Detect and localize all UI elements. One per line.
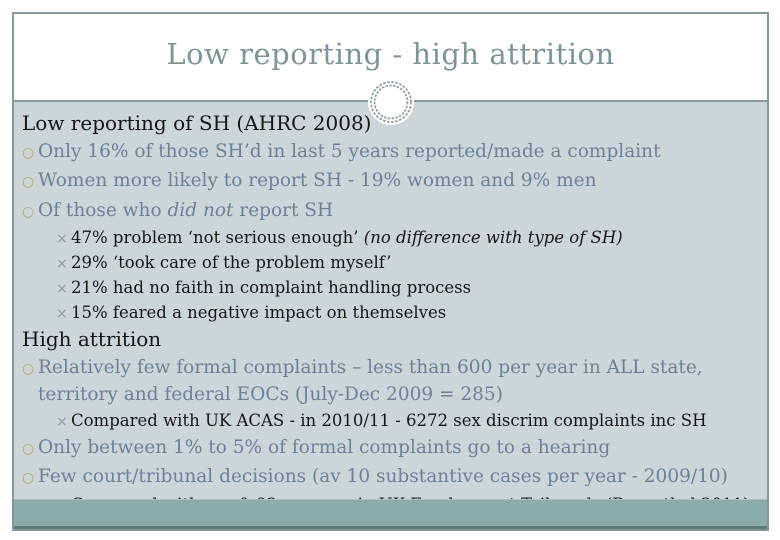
cross-bullet-icon: × xyxy=(56,494,71,500)
heading-low-reporting: Low reporting of SH (AHRC 2008) xyxy=(22,110,755,138)
sub-bullet-item: × 21% had no faith in complaint handling… xyxy=(22,276,755,301)
slide: Low reporting - high attrition Low repor… xyxy=(12,12,769,531)
slide-title: Low reporting - high attrition xyxy=(166,37,615,71)
bullet-item: ○ Women more likely to report SH - 19% w… xyxy=(22,167,755,197)
sub-bullet-text: 47% problem ‘not serious enough’ (no dif… xyxy=(71,226,623,250)
bullet-text: Only 16% of those SH’d in last 5 years r… xyxy=(38,140,661,162)
circle-bullet-icon: ○ xyxy=(22,144,35,161)
heading-text: Low reporting of SH (AHRC 2008) xyxy=(22,111,372,135)
bullet-item: ○ Few court/tribunal decisions (av 10 su… xyxy=(22,463,755,493)
bullet-text: Only between 1% to 5% of formal complain… xyxy=(38,436,611,458)
cross-bullet-icon: × xyxy=(56,413,68,430)
sub-bullet-item: × 15% feared a negative impact on themse… xyxy=(22,301,755,326)
bullet-item: ○ Of those who did not report SH xyxy=(22,197,755,227)
bullet-item: ○ Only 16% of those SH’d in last 5 years… xyxy=(22,138,755,168)
bullet-text: Few court/tribunal decisions (av 10 subs… xyxy=(38,466,728,487)
sub-bullet-text: Compared with UK ACAS - in 2010/11 - 627… xyxy=(71,410,707,430)
circle-bullet-icon: ○ xyxy=(22,203,35,220)
cross-bullet-icon: × xyxy=(56,281,68,297)
bullet-text-run-italic: did not xyxy=(167,199,234,221)
sub-bullet-text: 21% had no faith in complaint handling p… xyxy=(71,278,472,297)
footer-band xyxy=(14,499,767,529)
slide-body: Low reporting of SH (AHRC 2008) ○ Only 1… xyxy=(14,102,767,499)
circle-bullet-icon: ○ xyxy=(22,470,35,486)
bullet-item: ○ Relatively few formal complaints – les… xyxy=(22,354,755,409)
sub-bullet-text: Compared with av of 83 per year in UK Em… xyxy=(71,493,750,500)
sub-bullet-text-run-italic: (no difference with type of SH) xyxy=(363,228,623,247)
double-ring-circle-icon xyxy=(367,78,415,126)
circle-bullet-icon: ○ xyxy=(22,360,35,377)
circle-bullet-icon: ○ xyxy=(22,440,35,457)
sub-bullet-text: 15% feared a negative impact on themselv… xyxy=(71,303,447,322)
title-area: Low reporting - high attrition xyxy=(14,14,767,125)
cross-bullet-icon: × xyxy=(56,256,68,272)
sub-bullet-text: 29% ‘took care of the problem myself’ xyxy=(71,253,392,272)
bullet-text: Of those who did not report SH xyxy=(38,197,333,225)
bullet-text: Women more likely to report SH - 19% wom… xyxy=(38,170,597,191)
bullet-text: Relatively few formal complaints – less … xyxy=(38,356,709,406)
sub-bullet-item: × 29% ‘took care of the problem myself’ xyxy=(22,251,755,276)
bullet-text-run: report SH xyxy=(233,199,334,221)
heading-text: High attrition xyxy=(22,327,162,351)
cross-bullet-icon: × xyxy=(56,231,68,247)
sub-bullet-item: × Compared with UK ACAS - in 2010/11 - 6… xyxy=(22,409,755,434)
bullet-item: ○ Only between 1% to 5% of formal compla… xyxy=(22,434,755,464)
cross-bullet-icon: × xyxy=(56,306,68,322)
bullet-text-run: Of those who xyxy=(38,199,168,221)
sub-bullet-text-run: 47% problem ‘not serious enough’ xyxy=(71,228,364,247)
circle-bullet-icon: ○ xyxy=(22,174,35,190)
sub-bullet-item: × 47% problem ‘not serious enough’ (no d… xyxy=(22,226,755,251)
sub-bullet-item: × Compared with av of 83 per year in UK … xyxy=(22,493,755,500)
heading-high-attrition: High attrition xyxy=(22,326,755,354)
